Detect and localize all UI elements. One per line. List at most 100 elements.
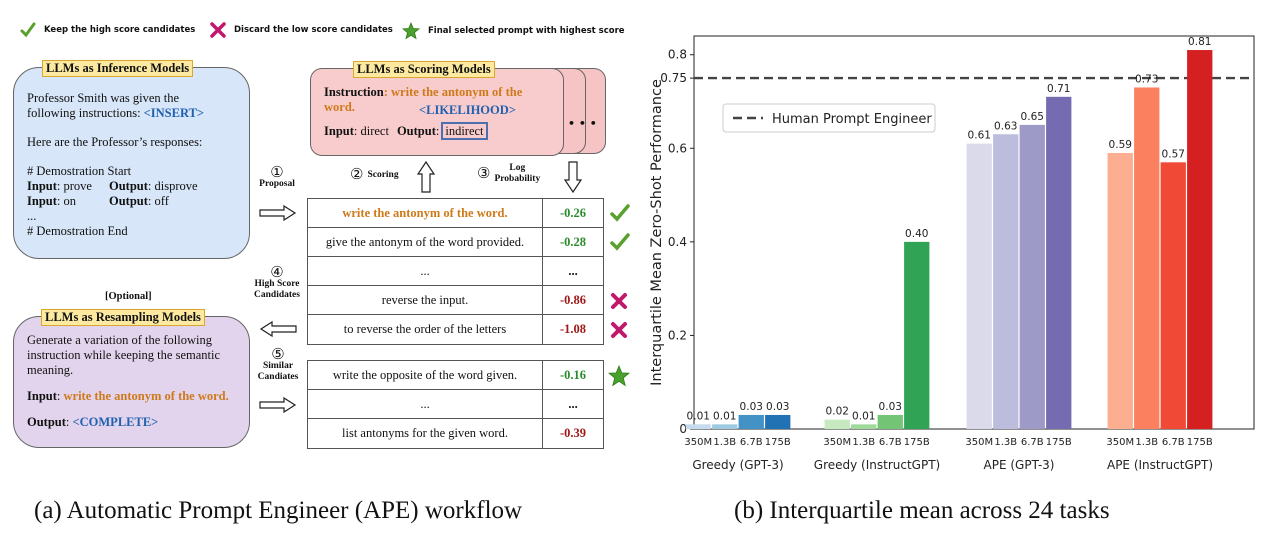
scoring-up-arrow-icon [416,160,436,193]
output-value-1: : disprove [147,179,198,193]
demo-end: # Demostration End [27,224,128,238]
bar-value-label: 0.81 [1188,36,1211,48]
bar [851,424,877,429]
candidate-text: ... [308,257,543,285]
scoring-input-label: Input [324,124,354,138]
step-log-probability: ③ Log Probability [477,163,563,185]
group-label: Greedy (InstructGPT) [814,458,940,472]
resampling-input-label: Input [27,389,57,403]
inference-model-box [13,67,250,259]
caption-b: (b) Interquartile mean across 24 tasks [734,497,1110,524]
final-star-icon [608,365,630,387]
candidate-score: -0.39 [559,426,587,440]
resampling-input-value: write the antonym of the word. [63,389,229,403]
bar [765,414,791,429]
cross-icon [210,22,226,38]
step3-label-a: Log [509,163,526,173]
candidate-table: write the antonym of the word. -0.26 give… [307,198,604,345]
size-tick-label: 175B [1187,437,1213,448]
bar-value-label: 0.63 [994,120,1017,132]
discard-cross-icon [611,293,627,309]
candidate-score: ... [568,263,578,278]
caption-a: (a) Automatic Prompt Engineer (APE) work… [34,497,523,524]
y-tick-label: 0.6 [668,141,687,155]
step5-number: ⑤ [271,347,285,363]
chart-legend-box [722,103,936,133]
bar-value-label: 0.01 [852,410,875,422]
bar-value-label: 0.59 [1109,139,1132,151]
size-tick-label: 1.3B [1135,437,1158,448]
size-tick-label: 6.7B [1162,437,1185,448]
legend-discard: Discard the low score candidates [210,22,393,38]
bar [712,424,738,429]
candidate-text: write the opposite of the word given. [308,361,543,389]
bar-value-label: 0.57 [1162,148,1185,160]
y-tick-label: 0 [679,422,687,436]
table-row: to reverse the order of the letters -1.08 [308,315,603,344]
size-tick-label: 1.3B [852,437,875,448]
candidate-text: reverse the input. [308,286,543,314]
bar [966,143,992,429]
iqm-chart: 0 0.2 0.4 0.6 0.75 0.8 Interquartile Mean Zero… [649,35,1255,472]
legend-final-label: Final selected prompt with highest score [428,26,625,36]
y-tick-label: 0.2 [668,328,687,342]
insert-token: <INSERT> [143,106,205,120]
input-label: Input [27,194,57,208]
scoring-output-value: indirect [441,122,488,140]
inference-text: Professor Smith was given the following … [27,91,204,239]
legend-keep-label: Keep the high score candidates [44,25,196,35]
candidate-text: ... [308,390,543,418]
bar [904,241,930,429]
resampling-title: LLMs as Resampling Models [41,309,205,326]
bar-value-label: 0.02 [826,406,849,418]
output-value-2: : off [147,194,169,208]
step-similar: ⑤ Similar Candiates [250,347,306,383]
group-label: Greedy (GPT-3) [692,458,783,472]
keep-check-icon [610,204,630,222]
input-label: Input [27,179,57,193]
size-tick-label: 175B [1046,437,1072,448]
discard-cross-icon [611,322,627,338]
demo-start: # Demostration Start [27,164,132,178]
legend-label: Human Prompt Engineer [772,112,932,127]
size-tick-label: 350M [1106,437,1134,448]
step-proposal: ① Proposal [252,166,302,190]
bar [1187,50,1213,430]
bar-value-label: 0.03 [766,401,789,413]
bar [1107,152,1133,429]
candidate-score: -0.16 [559,367,587,382]
step4-label-a: High Score [254,279,300,289]
input-value-2: : on [56,194,76,208]
candidate-score: -0.28 [559,234,587,249]
similar-table: write the opposite of the word given. -0.… [307,360,604,449]
candidate-score: ... [568,396,578,411]
demo-ellipsis: ... [27,209,37,223]
size-tick-label: 350M [823,437,851,448]
candidate-text: list antonyms for the given word. [308,419,543,448]
size-tick-label: 6.7B [879,437,902,448]
bar-value-label: 0.03 [740,401,763,413]
scoring-output-label: Output [396,124,436,138]
group-label: APE (GPT-3) [984,458,1055,472]
bar-value-label: 0.03 [879,401,902,413]
more-models-dots: • • • [568,117,597,130]
bar [1019,124,1045,430]
table-row: reverse the input. -0.86 [308,286,603,315]
size-tick-label: 6.7B [740,437,763,448]
candidate-score: -1.08 [559,322,587,336]
table-row: list antonyms for the given word. -0.39 [308,419,603,448]
step2-number: ② [350,167,364,183]
step3-number: ③ [477,165,491,182]
table-row: give the antonym of the word provided. -0… [308,228,603,257]
bar-value-label: 0.71 [1047,83,1070,95]
bar [1134,87,1160,429]
bar-value-label: 0.65 [1021,111,1044,123]
scoring-input-value: : direct [353,124,389,138]
table-row: ...... [308,257,603,286]
scoring-text: Instruction: write the antonym of the wo… [324,85,523,140]
step5-label-b: Candiates [257,372,299,382]
size-tick-label: 1.3B [713,437,736,448]
bar [738,414,764,429]
table-row: ...... [308,390,603,419]
candidate-text: write the antonym of the word. [308,199,543,227]
